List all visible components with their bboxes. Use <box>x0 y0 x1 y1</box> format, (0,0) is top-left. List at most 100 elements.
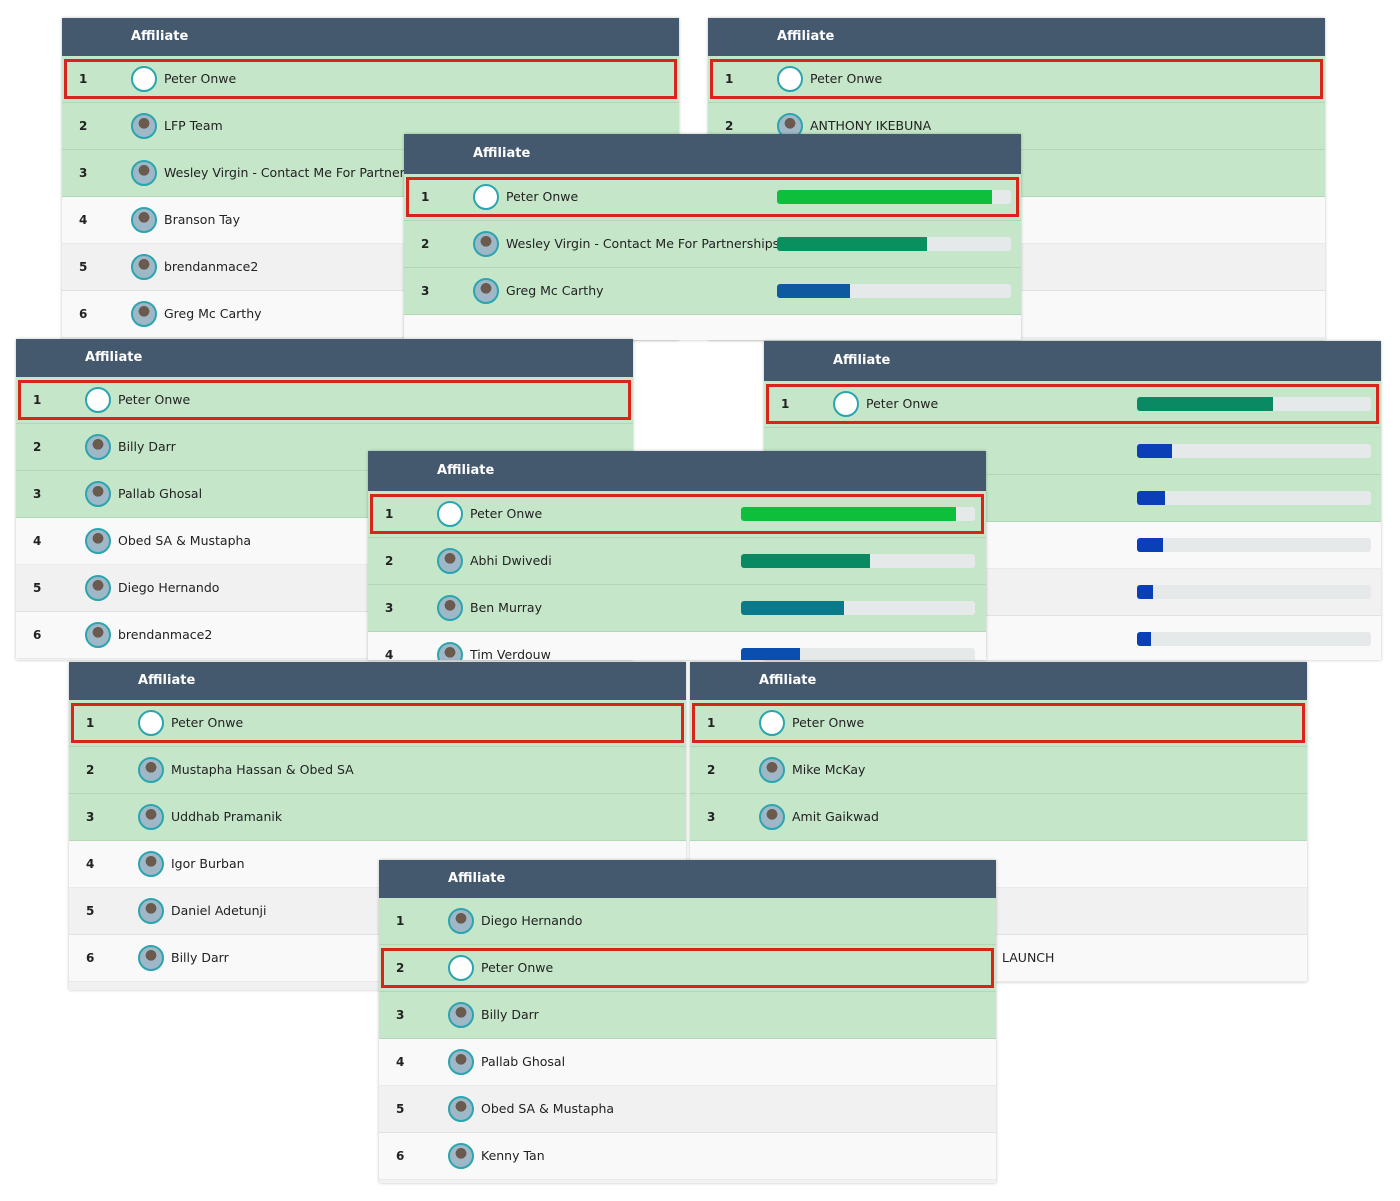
affiliate-name: Pallab Ghosal <box>481 1054 566 1069</box>
rank: 1 <box>86 716 95 730</box>
affiliate-name: Obed SA & Mustapha <box>118 533 252 548</box>
avatar <box>759 804 785 830</box>
affiliate-name: Billy Darr <box>118 439 176 454</box>
leaderboard-panel: Affiliate 1 Peter Onwe 2 Abhi Dwivedi 3 Ben Mu… <box>368 451 986 660</box>
rank: 3 <box>79 166 88 180</box>
leaderboard-row: 1 Peter Onwe <box>69 700 686 747</box>
highlight-box <box>18 380 631 420</box>
progress-bar <box>741 507 957 521</box>
progress-bar <box>777 190 993 204</box>
leaderboard-row <box>69 982 686 990</box>
rank: 1 <box>421 190 430 204</box>
avatar <box>131 254 157 280</box>
leaderboard-row: 2 Abhi Dwivedi <box>368 538 986 585</box>
leaderboard-row: 2 Mustapha Hassan & Obed SA <box>69 747 686 794</box>
leaderboard-row: 3 Ben Murray <box>368 585 986 632</box>
affiliate-name: Peter Onwe <box>506 189 579 204</box>
avatar <box>85 434 111 460</box>
rank: 3 <box>385 601 394 615</box>
table-header: Affiliate <box>379 860 996 898</box>
rank: 2 <box>725 119 734 133</box>
affiliate-name: Uddhab Pramanik <box>171 809 283 824</box>
leaderboard-row: 2 Mike McKay <box>690 747 1307 794</box>
rank: 1 <box>725 72 734 86</box>
affiliate-name: Branson Tay <box>164 212 240 227</box>
affiliate-name: Billy Darr <box>171 950 229 965</box>
avatar <box>131 113 157 139</box>
avatar <box>131 207 157 233</box>
leaderboard-row: 3 Greg Mc Carthy <box>404 268 1021 315</box>
avatar <box>131 160 157 186</box>
rank: 3 <box>86 810 95 824</box>
rank: 1 <box>781 397 790 411</box>
progress-bar <box>741 601 844 615</box>
affiliate-name: Mike McKay <box>792 762 866 777</box>
progress-bar <box>1137 444 1173 458</box>
rank: 4 <box>86 857 95 871</box>
affiliate-name: brendanmace2 <box>164 259 259 274</box>
progress-bar <box>1137 397 1273 411</box>
affiliate-name: Peter Onwe <box>164 71 237 86</box>
affiliate-name: Diego Hernando <box>118 580 220 595</box>
avatar <box>473 231 499 257</box>
avatar <box>85 575 111 601</box>
progress-bar <box>1137 538 1163 552</box>
affiliate-name: Amit Gaikwad <box>792 809 879 824</box>
avatar <box>448 1049 474 1075</box>
avatar <box>131 301 157 327</box>
affiliate-name: Peter Onwe <box>481 960 554 975</box>
highlight-box <box>71 703 684 743</box>
affiliate-name: Wesley Virgin - Contact Me For Partnersh… <box>506 236 780 251</box>
affiliate-name: Wesley Virgin - Contact Me For Partnersh… <box>164 165 438 180</box>
affiliate-name: ANTHONY IKEBUNA <box>810 118 932 133</box>
affiliate-name: Diego Hernando <box>481 913 583 928</box>
highlight-box <box>766 384 1379 424</box>
progress-track <box>741 648 975 660</box>
rank: 4 <box>33 534 42 548</box>
header-label: Affiliate <box>448 871 506 886</box>
leaderboard-row: 4 Tim Verdouw <box>368 632 986 660</box>
rank: 6 <box>33 628 42 642</box>
affiliate-name: Igor Burban <box>171 856 245 871</box>
avatar <box>448 955 474 981</box>
progress-track <box>741 554 975 568</box>
avatar <box>85 528 111 554</box>
progress-bar <box>741 648 800 660</box>
affiliate-name: Peter Onwe <box>171 715 244 730</box>
avatar <box>138 898 164 924</box>
avatar <box>448 1143 474 1169</box>
progress-track <box>777 190 1011 204</box>
table-header: Affiliate <box>69 662 686 700</box>
progress-track <box>1137 632 1371 646</box>
avatar <box>138 757 164 783</box>
highlight-box <box>710 59 1323 99</box>
avatar <box>448 908 474 934</box>
leaderboard-row <box>379 1180 996 1183</box>
header-label: Affiliate <box>131 29 189 44</box>
rank: 4 <box>79 213 88 227</box>
leaderboard-row: 1 Diego Hernando <box>379 898 996 945</box>
rank: 5 <box>33 581 42 595</box>
affiliate-name: Peter Onwe <box>118 392 191 407</box>
highlight-box <box>406 177 1019 217</box>
highlight-box <box>381 948 994 988</box>
affiliate-name: Pallab Ghosal <box>118 486 203 501</box>
affiliate-name: LFP Team <box>164 118 223 133</box>
avatar <box>437 642 463 660</box>
rank: 2 <box>396 961 405 975</box>
affiliate-name: Obed SA & Mustapha <box>481 1101 615 1116</box>
progress-track <box>1137 491 1371 505</box>
leaderboard-row: 4 Pallab Ghosal <box>379 1039 996 1086</box>
highlight-box <box>370 494 984 534</box>
leaderboard-row: 1 Peter Onwe <box>690 700 1307 747</box>
affiliate-name: LAUNCH <box>1002 950 1055 965</box>
leaderboard-row: 3 Billy Darr <box>379 992 996 1039</box>
progress-track <box>1137 444 1371 458</box>
progress-bar <box>777 237 927 251</box>
highlight-box <box>692 703 1305 743</box>
table-header: Affiliate <box>62 18 679 56</box>
affiliate-name: Greg Mc Carthy <box>164 306 262 321</box>
rank: 1 <box>385 507 394 521</box>
rank: 3 <box>421 284 430 298</box>
rank: 5 <box>86 904 95 918</box>
